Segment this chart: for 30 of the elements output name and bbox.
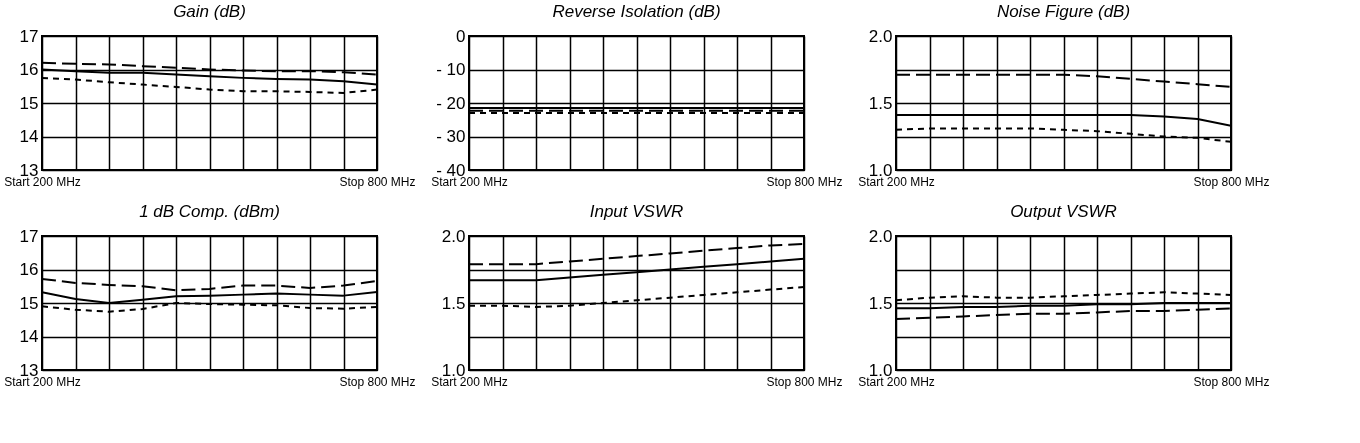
- y-tick-label: 2.0: [868, 226, 893, 246]
- y-tick-label: 2.0: [868, 26, 893, 46]
- y-tick-label: 16: [19, 260, 39, 279]
- y-tick-label: 2.0: [441, 226, 466, 246]
- chart-title: Gain (dB): [173, 2, 246, 21]
- y-tick-label: 1.5: [868, 293, 893, 313]
- y-tick-label: 1.5: [868, 93, 893, 113]
- y-tick-label: 0: [456, 26, 466, 46]
- x-tick-label: Stop 800 MHz: [766, 374, 843, 389]
- y-tick-label: 16: [19, 60, 39, 79]
- y-tick-label: 15: [19, 93, 39, 113]
- y-tick-label: 17: [19, 226, 39, 246]
- chart-title: Reverse Isolation (dB): [552, 2, 721, 21]
- chart-title: Noise Figure (dB): [996, 2, 1131, 21]
- y-tick-label: 17: [19, 26, 39, 46]
- x-tick-label: Stop 800 MHz: [1193, 374, 1270, 389]
- chart-title: Output VSWR: [1010, 202, 1117, 221]
- y-tick-label: - 30: [436, 127, 466, 146]
- chart-title: 1 dB Comp. (dBm): [139, 202, 280, 221]
- y-tick-label: - 10: [436, 60, 466, 79]
- x-tick-label: Stop 800 MHz: [766, 174, 843, 189]
- x-tick-label: Stop 800 MHz: [1193, 174, 1270, 189]
- y-tick-label: 14: [19, 327, 39, 346]
- x-tick-label: Stop 800 MHz: [339, 174, 416, 189]
- y-tick-label: 14: [19, 127, 39, 146]
- chart-title: Input VSWR: [589, 202, 684, 221]
- y-tick-label: - 20: [436, 93, 466, 113]
- x-tick-label: Stop 800 MHz: [339, 374, 416, 389]
- y-tick-label: 15: [19, 293, 39, 313]
- y-tick-label: 1.5: [441, 293, 466, 313]
